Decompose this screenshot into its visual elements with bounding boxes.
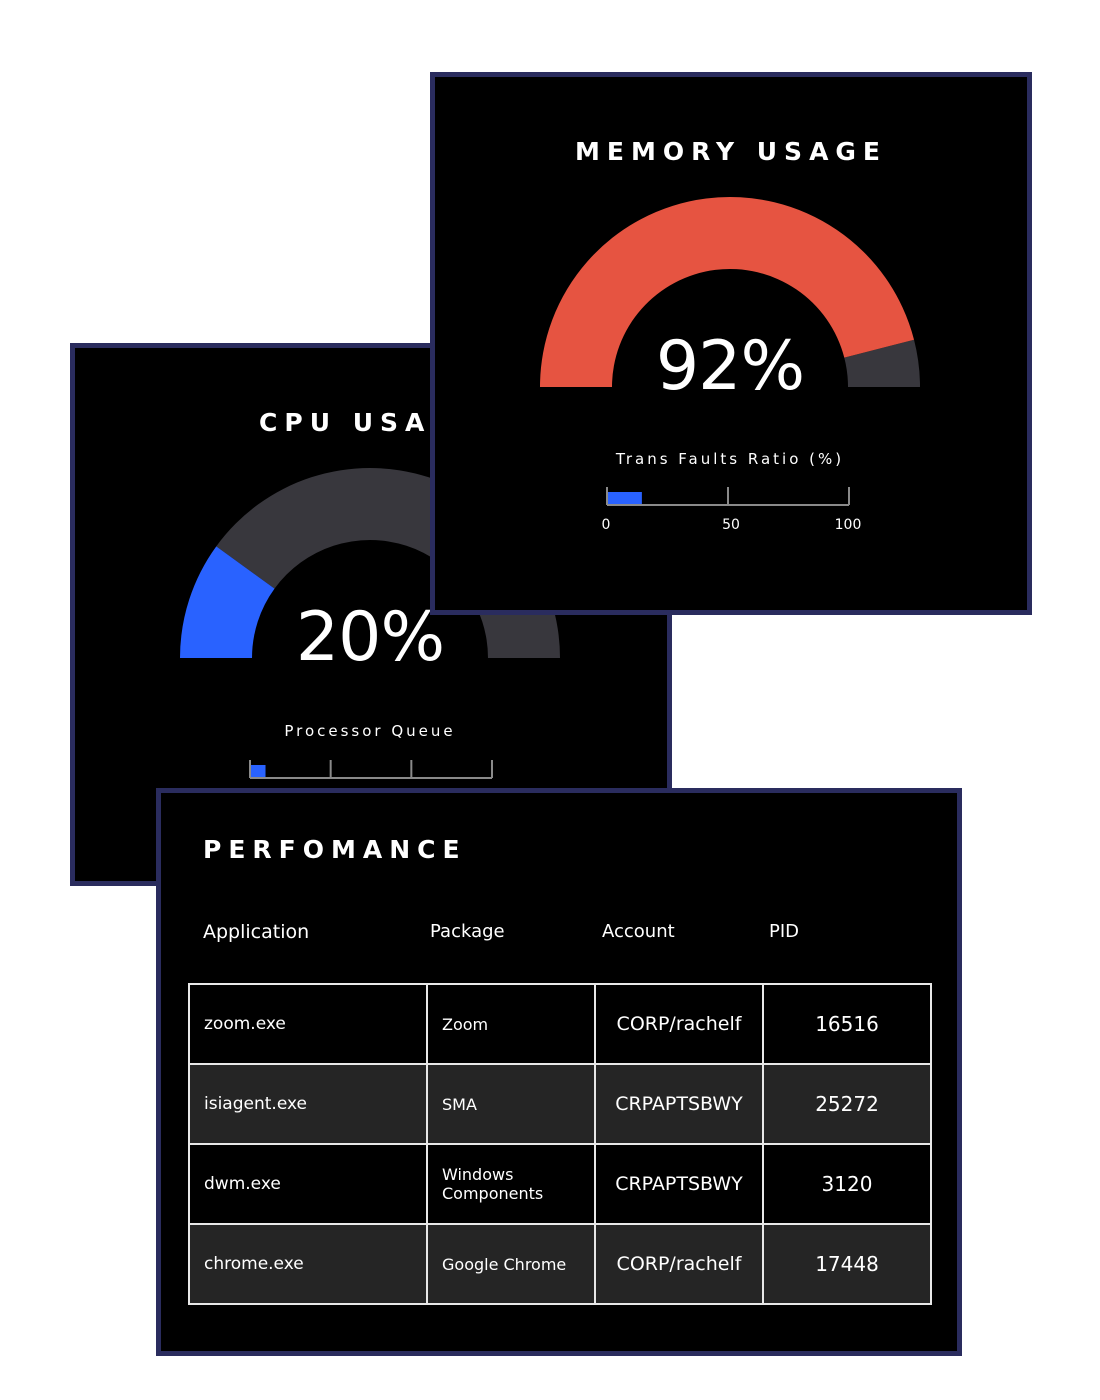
cell-account: CRPAPTSBWY <box>594 1143 764 1225</box>
memory-gauge-track <box>844 339 920 387</box>
cell-package: Windows Components <box>426 1143 596 1225</box>
cell-pid: 16516 <box>762 983 932 1065</box>
cell-pid: 17448 <box>762 1223 932 1305</box>
table-row[interactable]: dwm.exe Windows Components CRPAPTSBWY 31… <box>188 1143 932 1225</box>
bar-fill <box>251 765 266 777</box>
cell-package: Google Chrome <box>426 1223 596 1305</box>
memory-usage-card: MEMORY USAGE 92% Trans Faults Ratio (%) … <box>430 72 1032 615</box>
table-row[interactable]: chrome.exe Google Chrome CORP/rachelf 17… <box>188 1223 932 1305</box>
trans-faults-ratio-bar <box>606 487 850 506</box>
table-row[interactable]: zoom.exe Zoom CORP/rachelf 16516 <box>188 983 932 1065</box>
cell-account: CORP/rachelf <box>594 983 764 1065</box>
bar-fill <box>608 492 642 504</box>
memory-usage-title: MEMORY USAGE <box>574 137 888 166</box>
cell-application: chrome.exe <box>188 1223 428 1305</box>
processor-queue-bar <box>249 760 493 779</box>
cell-package: Zoom <box>426 983 596 1065</box>
cell-pid: 25272 <box>762 1063 932 1145</box>
cell-package: SMA <box>426 1063 596 1145</box>
trans-faults-ratio-label: Trans Faults Ratio (%) <box>615 450 845 468</box>
cell-pid: 3120 <box>762 1143 932 1225</box>
performance-title: PERFOMANCE <box>203 835 467 864</box>
memory-usage-gauge <box>540 196 920 387</box>
processor-queue-label: Processor Queue <box>284 722 456 740</box>
memory-gauge-fill <box>540 196 915 387</box>
cell-application: isiagent.exe <box>188 1063 428 1145</box>
cell-application: zoom.exe <box>188 983 428 1065</box>
performance-card: PERFOMANCE Application Package Account P… <box>156 788 962 1356</box>
bar-tick-label-50: 50 <box>722 517 740 533</box>
cpu-gauge-fill <box>180 546 275 658</box>
cpu-usage-value: 20% <box>295 598 445 677</box>
column-header-account[interactable]: Account <box>602 921 675 942</box>
cell-account: CORP/rachelf <box>594 1223 764 1305</box>
column-header-pid[interactable]: PID <box>769 921 800 942</box>
cell-application: dwm.exe <box>188 1143 428 1225</box>
table-row[interactable]: isiagent.exe SMA CRPAPTSBWY 25272 <box>188 1063 932 1145</box>
column-header-package[interactable]: Package <box>430 921 505 942</box>
bar-tick-label-100: 100 <box>834 517 862 533</box>
cell-account: CRPAPTSBWY <box>594 1063 764 1145</box>
memory-usage-value: 92% <box>655 327 805 406</box>
column-header-application[interactable]: Application <box>203 921 310 943</box>
bar-tick-label-0: 0 <box>601 517 611 533</box>
process-table: zoom.exe Zoom CORP/rachelf 16516 isiagen… <box>188 983 932 1305</box>
